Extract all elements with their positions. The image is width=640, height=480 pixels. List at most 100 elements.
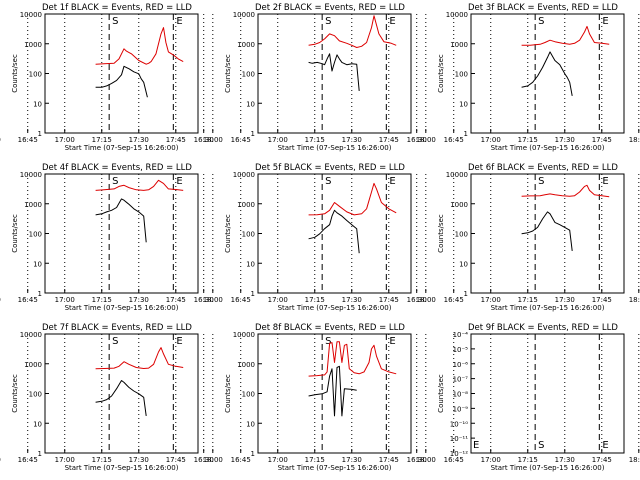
x-tick-label: 18:00 — [416, 456, 436, 464]
y-tick-label: 1000 — [24, 201, 42, 209]
events-series-line — [308, 209, 360, 254]
x-tick-label: 16:45 — [231, 296, 251, 304]
x-tick-label: 17:15 — [518, 136, 538, 144]
y-axis-label: Counts/sec — [224, 214, 232, 253]
marker-s-label: S — [325, 16, 331, 27]
x-tick-label: 17:00 — [268, 456, 288, 464]
marker-e-label: E — [389, 176, 395, 187]
x-tick-label: 18:00 — [203, 296, 223, 304]
marker-s-label: S — [325, 176, 331, 187]
y-tick-label: 1 — [464, 290, 468, 298]
x-tick-label: 16:45 — [444, 136, 464, 144]
x-tick-label: 16:45 — [18, 456, 38, 464]
detector-panel-9: Det 9f BLACK = Events, RED = LLD 16:30 16:… — [407, 323, 640, 472]
y-tick-label: 10⁻¹² — [450, 450, 468, 458]
x-tick-label: 17:30 — [555, 136, 575, 144]
x-axis-label: Start Time (07-Sep-15 16:26:00) — [491, 144, 605, 152]
x-tick-label: 18:00 — [203, 456, 223, 464]
x-tick-label: 16:45 — [444, 296, 464, 304]
marker-e-label: E — [176, 176, 182, 187]
panel-title: Det 3f BLACK = Events, RED = LLD — [468, 3, 618, 13]
x-axis-label: Start Time (07-Sep-15 16:26:00) — [491, 304, 605, 312]
x-tick-label: 17:30 — [342, 456, 362, 464]
lld-series-line — [521, 25, 610, 46]
detector-panel-8: Det 8f BLACK = Events, RED = LLD 16:30 16:… — [194, 323, 436, 472]
y-tick-label: 1000 — [24, 361, 42, 369]
x-tick-label: 16:30 — [0, 296, 1, 304]
y-tick-label: 10⁻⁸ — [453, 391, 469, 399]
x-tick-label: 16:30 — [194, 136, 214, 144]
x-axis-label: Start Time (07-Sep-15 16:26:00) — [491, 464, 605, 472]
events-series-line — [95, 65, 148, 98]
y-tick-label: 10 — [246, 420, 255, 428]
x-tick-label: 17:00 — [268, 296, 288, 304]
x-tick-label: 17:15 — [518, 456, 538, 464]
y-tick-label: 1000 — [450, 41, 468, 49]
marker-s-label: S — [325, 336, 331, 347]
y-tick-label: 10 — [33, 100, 42, 108]
y-axis-label: Counts/sec — [437, 54, 445, 93]
x-tick-label: 17:30 — [129, 296, 149, 304]
lld-series-line — [95, 27, 184, 65]
y-tick-label: 1000 — [237, 41, 255, 49]
x-tick-label: 17:15 — [305, 456, 325, 464]
panel-title: Det 9f BLACK = Events, RED = LLD — [468, 323, 618, 333]
y-tick-label: 10000 — [20, 11, 42, 19]
x-tick-label: 16:30 — [0, 136, 1, 144]
y-tick-label: 100 — [29, 391, 42, 399]
marker-s-label: S — [112, 16, 118, 27]
y-tick-label: 10000 — [233, 171, 255, 179]
y-tick-label: 10 — [33, 420, 42, 428]
detector-panel-2: Det 2f BLACK = Events, RED = LLD 16:30 16:… — [194, 3, 436, 152]
x-tick-label: 16:45 — [18, 296, 38, 304]
y-tick-label: 1 — [464, 130, 468, 138]
lld-series-line — [308, 15, 397, 48]
x-tick-label: 17:00 — [55, 456, 75, 464]
x-tick-label: 17:15 — [518, 296, 538, 304]
x-tick-label: 17:00 — [481, 136, 501, 144]
x-tick-label: 17:00 — [481, 456, 501, 464]
y-tick-label: 10⁻⁶ — [453, 361, 469, 369]
x-axis-label: Start Time (07-Sep-15 16:26:00) — [65, 464, 179, 472]
x-tick-label: 16:30 — [407, 456, 427, 464]
x-tick-label: 17:45 — [592, 296, 612, 304]
panel-title: Det 2f BLACK = Events, RED = LLD — [255, 3, 405, 13]
x-tick-label: 17:30 — [342, 296, 362, 304]
x-tick-label: 17:00 — [55, 136, 75, 144]
marker-s-label: S — [538, 176, 544, 187]
events-series-line — [521, 211, 573, 251]
x-axis-label: Start Time (07-Sep-15 16:26:00) — [65, 304, 179, 312]
x-tick-label: 17:30 — [342, 136, 362, 144]
events-series-line — [95, 198, 147, 243]
x-tick-label: 16:30 — [194, 296, 214, 304]
x-tick-label: 17:00 — [55, 296, 75, 304]
y-tick-label: 1 — [251, 290, 255, 298]
lld-series-line — [521, 184, 610, 198]
detector-panel-7: Det 7f BLACK = Events, RED = LLD 16:30 16:… — [0, 323, 223, 472]
y-tick-label: 10000 — [20, 331, 42, 339]
panel-title: Det 8f BLACK = Events, RED = LLD — [255, 323, 405, 333]
x-axis-label: Start Time (07-Sep-15 16:26:00) — [278, 304, 392, 312]
x-tick-label: 17:15 — [305, 136, 325, 144]
x-tick-label: 16:45 — [231, 136, 251, 144]
y-tick-label: 100 — [29, 231, 42, 239]
x-axis-label: Start Time (07-Sep-15 16:26:00) — [278, 144, 392, 152]
x-tick-label: 16:30 — [407, 296, 427, 304]
x-axis-label: Start Time (07-Sep-15 16:26:00) — [65, 144, 179, 152]
x-tick-label: 18:00 — [629, 136, 640, 144]
x-tick-label: 17:15 — [92, 136, 112, 144]
y-tick-label: 10 — [33, 260, 42, 268]
x-tick-label: 17:45 — [379, 456, 399, 464]
x-tick-label: 17:45 — [166, 456, 186, 464]
marker-s-label: S — [112, 176, 118, 187]
y-axis-label: Counts/sec — [11, 374, 19, 413]
events-series-line — [521, 51, 573, 96]
y-tick-label: 10000 — [446, 11, 468, 19]
y-axis-label: Counts/sec — [11, 54, 19, 93]
events-series-line — [95, 380, 147, 416]
x-tick-label: 16:45 — [444, 456, 464, 464]
y-tick-label: 10⁻⁴ — [453, 331, 469, 339]
y-axis-label: Counts/sec — [224, 54, 232, 93]
y-tick-label: 1 — [251, 450, 255, 458]
panel-title: Det 7f BLACK = Events, RED = LLD — [42, 323, 192, 333]
